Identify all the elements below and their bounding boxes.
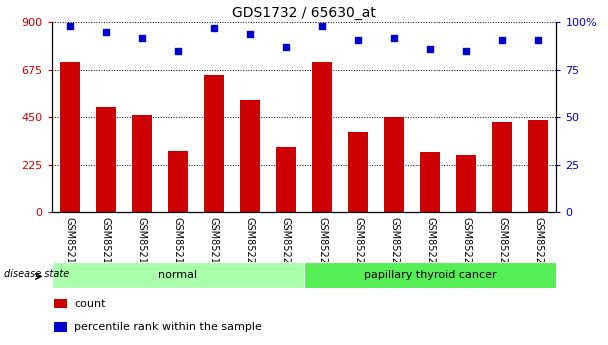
Bar <box>420 152 440 212</box>
Title: GDS1732 / 65630_at: GDS1732 / 65630_at <box>232 6 376 20</box>
Point <box>389 35 399 40</box>
Text: GSM85217: GSM85217 <box>137 217 147 270</box>
Point <box>65 23 75 29</box>
Point <box>461 48 471 53</box>
Text: GSM85221: GSM85221 <box>281 217 291 270</box>
Bar <box>384 117 404 212</box>
Text: count: count <box>74 298 106 308</box>
Bar <box>52 262 304 288</box>
Bar <box>348 132 368 212</box>
Text: normal: normal <box>158 270 198 280</box>
Point <box>137 35 147 40</box>
Bar <box>276 147 296 212</box>
Point <box>317 23 327 29</box>
Bar <box>456 155 476 212</box>
Text: papillary thyroid cancer: papillary thyroid cancer <box>364 270 497 280</box>
Point <box>353 37 363 42</box>
Text: GSM85218: GSM85218 <box>173 217 183 270</box>
Text: GSM85227: GSM85227 <box>497 217 507 270</box>
Bar <box>204 75 224 212</box>
Text: GSM85222: GSM85222 <box>317 217 327 270</box>
Text: GSM85228: GSM85228 <box>533 217 544 270</box>
Text: GSM85223: GSM85223 <box>353 217 363 270</box>
Text: GSM85220: GSM85220 <box>245 217 255 270</box>
Text: GSM85226: GSM85226 <box>461 217 471 270</box>
Bar <box>492 121 512 212</box>
Bar <box>304 262 556 288</box>
Bar <box>528 120 548 212</box>
Text: GSM85225: GSM85225 <box>425 217 435 270</box>
Point <box>533 37 543 42</box>
Text: GSM85219: GSM85219 <box>209 217 219 270</box>
Point <box>497 37 507 42</box>
Text: GSM85224: GSM85224 <box>389 217 399 270</box>
Point <box>426 46 435 52</box>
Bar <box>54 322 67 332</box>
Bar <box>60 62 80 212</box>
Text: percentile rank within the sample: percentile rank within the sample <box>74 322 262 332</box>
Bar <box>132 115 152 212</box>
Point <box>173 48 183 53</box>
Point <box>281 44 291 50</box>
Bar <box>168 151 188 212</box>
Point <box>101 29 111 34</box>
Bar <box>54 299 67 308</box>
Bar <box>96 107 116 212</box>
Text: GSM85216: GSM85216 <box>101 217 111 270</box>
Text: GSM85215: GSM85215 <box>64 217 75 270</box>
Point <box>245 31 255 37</box>
Bar <box>240 100 260 212</box>
Point <box>209 25 219 31</box>
Bar <box>312 62 332 212</box>
Text: disease state: disease state <box>4 269 69 279</box>
